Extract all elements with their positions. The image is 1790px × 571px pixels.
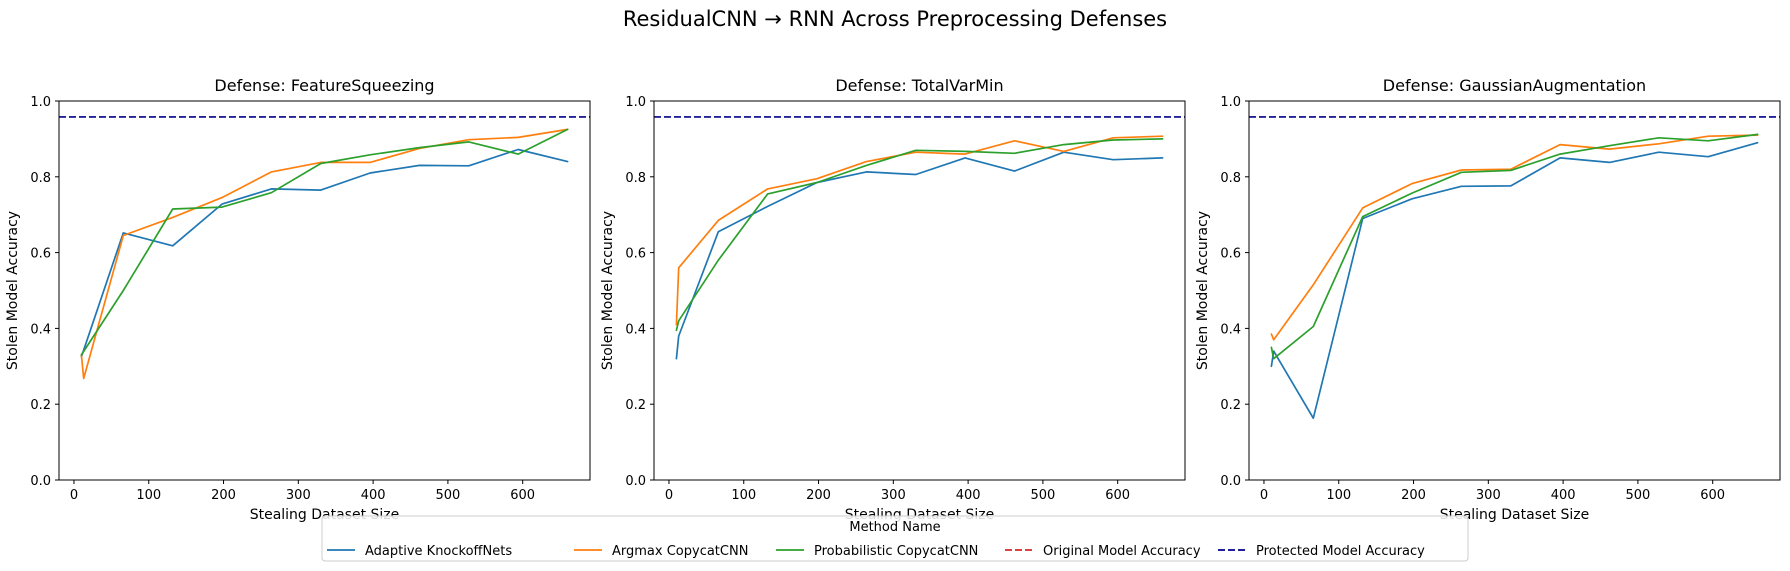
x-tick-label: 0 xyxy=(1260,488,1268,503)
y-axis-label: Stolen Model Accuracy xyxy=(5,211,21,370)
x-tick-label: 200 xyxy=(1401,488,1426,503)
y-tick-label: 1.0 xyxy=(30,95,51,110)
legend-box xyxy=(321,515,1469,562)
y-tick-label: 0.0 xyxy=(1220,474,1241,489)
y-tick-label: 0.6 xyxy=(1220,247,1241,262)
x-tick-label: 100 xyxy=(731,488,756,503)
series-line-argmax-copycatcnn xyxy=(675,135,1164,326)
axes-frame xyxy=(653,100,1186,481)
panel-title: Defense: FeatureSqueezing xyxy=(214,76,434,95)
legend-title: Method Name xyxy=(849,520,940,535)
y-tick-label: 0.6 xyxy=(625,247,646,262)
series-line-probabilistic-copycatcnn xyxy=(1270,133,1759,360)
legend: Method Name Adaptive KnockoffNets Argmax C… xyxy=(321,515,1469,562)
y-tick-label: 1.0 xyxy=(1220,95,1241,110)
y-tick-label: 0.4 xyxy=(1220,322,1241,337)
legend-label-adaptive-knockoffnets: Adaptive KnockoffNets xyxy=(365,544,512,559)
plot-area xyxy=(59,116,590,380)
y-tick-label: 0.2 xyxy=(1220,398,1241,413)
y-tick-label: 1.0 xyxy=(625,95,646,110)
panels-layer: Defense: FeatureSqueezing 0.0 0.2 0.4 0.6 0.8… xyxy=(5,76,1781,523)
panel-title: Defense: GaussianAugmentation xyxy=(1383,76,1646,95)
x-tick-label: 100 xyxy=(1326,488,1351,503)
series-line-probabilistic-copycatcnn xyxy=(675,138,1164,332)
x-tick-label: 500 xyxy=(435,488,460,503)
x-tick-label: 500 xyxy=(1625,488,1650,503)
y-tick-label: 0.8 xyxy=(30,171,51,186)
y-tick-label: 0.8 xyxy=(1220,171,1241,186)
plot-area xyxy=(1249,116,1780,420)
y-axis-label: Stolen Model Accuracy xyxy=(1195,211,1211,370)
y-tick-label: 0.8 xyxy=(625,171,646,186)
y-tick-label: 0.4 xyxy=(30,322,51,337)
figure-title: ResidualCNN → RNN Across Preprocessing D… xyxy=(623,7,1167,31)
series-line-argmax-copycatcnn xyxy=(1270,134,1759,341)
series-line-adaptive-knockoffnets xyxy=(675,151,1164,360)
x-tick-label: 200 xyxy=(806,488,831,503)
legend-label-protected-model-accuracy: Protected Model Accuracy xyxy=(1256,544,1425,559)
panel-1: Defense: FeatureSqueezing 0.0 0.2 0.4 0.6 0.8… xyxy=(5,76,591,523)
series-line-argmax-copycatcnn xyxy=(80,128,569,380)
x-tick-label: 600 xyxy=(510,488,535,503)
y-tick-label: 0.6 xyxy=(30,247,51,262)
x-tick-label: 300 xyxy=(1476,488,1501,503)
y-tick-label: 0.2 xyxy=(30,398,51,413)
y-tick-label: 0.0 xyxy=(625,474,646,489)
legend-label-argmax-copycatcnn: Argmax CopycatCNN xyxy=(612,544,748,559)
axes-frame xyxy=(58,100,591,481)
axes-frame xyxy=(1248,100,1781,481)
x-tick-label: 300 xyxy=(881,488,906,503)
y-axis-label: Stolen Model Accuracy xyxy=(600,211,616,370)
panel-2: Defense: TotalVarMin 0.0 0.2 0.4 0.6 0.8 1.0 0 1… xyxy=(600,76,1186,523)
series-line-adaptive-knockoffnets xyxy=(80,148,569,358)
y-tick-label: 0.0 xyxy=(30,474,51,489)
x-axis-label: Stealing Dataset Size xyxy=(1440,507,1590,523)
y-tick-label: 0.2 xyxy=(625,398,646,413)
series-line-adaptive-knockoffnets xyxy=(1270,141,1759,420)
x-tick-label: 400 xyxy=(361,488,386,503)
x-tick-label: 500 xyxy=(1030,488,1055,503)
x-tick-label: 600 xyxy=(1105,488,1130,503)
plot-area xyxy=(654,116,1185,360)
legend-label-original-model-accuracy: Original Model Accuracy xyxy=(1043,544,1201,559)
panel-title: Defense: TotalVarMin xyxy=(835,76,1003,95)
x-tick-label: 200 xyxy=(211,488,236,503)
x-tick-label: 400 xyxy=(956,488,981,503)
x-tick-label: 0 xyxy=(665,488,673,503)
panel-3: Defense: GaussianAugmentation 0.0 0.2 0.4 0.… xyxy=(1195,76,1781,523)
legend-label-probabilistic-copycatcnn: Probabilistic CopycatCNN xyxy=(814,544,978,559)
x-tick-label: 300 xyxy=(286,488,311,503)
x-tick-label: 400 xyxy=(1551,488,1576,503)
x-tick-label: 600 xyxy=(1700,488,1725,503)
x-tick-label: 100 xyxy=(136,488,161,503)
series-line-probabilistic-copycatcnn xyxy=(80,128,569,356)
x-tick-label: 0 xyxy=(70,488,78,503)
y-tick-label: 0.4 xyxy=(625,322,646,337)
